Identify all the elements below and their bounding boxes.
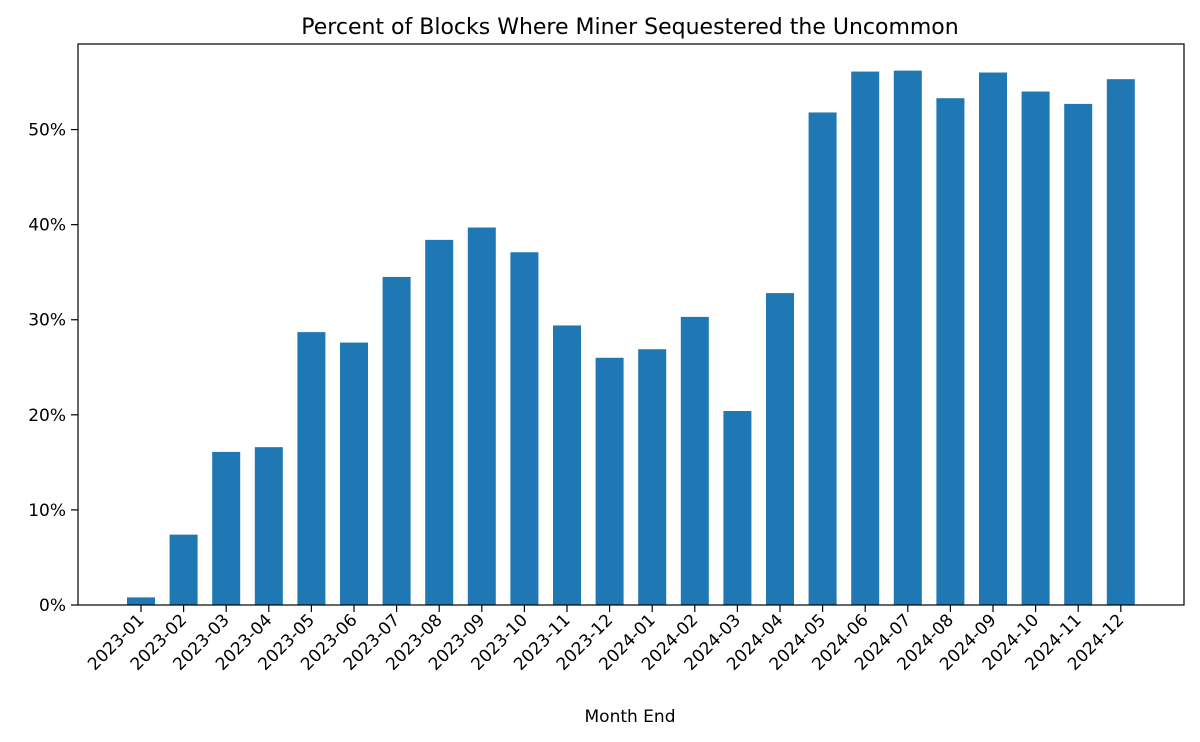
bar-2023-04	[254, 447, 283, 605]
bar-2024-03	[723, 411, 752, 605]
bar-2024-12	[1106, 79, 1135, 606]
bar-2023-06	[340, 342, 368, 605]
bar-2023-02	[169, 534, 198, 605]
plot-frame	[77, 43, 1185, 606]
y-axis: 0% 10% 20% 30% 40% 50%	[28, 121, 78, 616]
y-tick-label: 0%	[39, 596, 66, 616]
bar-2023-03	[212, 451, 241, 605]
bar-2024-04	[766, 293, 794, 605]
bar-2024-05	[808, 112, 837, 606]
bar-2024-07	[893, 70, 922, 606]
bar-2023-12	[595, 357, 624, 605]
bar-2024-11	[1064, 103, 1093, 606]
x-axis: 2023-012023-022023-032023-042023-052023-…	[84, 605, 1128, 675]
y-tick-label: 20%	[28, 406, 66, 426]
x-axis-label: Month End	[585, 707, 676, 727]
bar-2024-09	[979, 72, 1007, 606]
bar-2024-10	[1021, 91, 1050, 606]
bar-2023-01	[127, 597, 155, 605]
bar-2024-02	[680, 316, 709, 605]
bar-2023-07	[382, 276, 411, 605]
y-tick-label: 30%	[28, 311, 66, 331]
bar-2023-11	[553, 325, 581, 605]
bar-2023-09	[467, 227, 496, 606]
bar-2023-05	[297, 332, 326, 605]
bar-2024-01	[638, 349, 667, 605]
bar-2023-10	[510, 252, 539, 605]
y-tick-label: 40%	[28, 216, 66, 236]
chart-title: Percent of Blocks Where Miner Sequestere…	[301, 15, 958, 40]
bar-2023-08	[425, 239, 454, 605]
y-tick-label: 50%	[28, 121, 66, 141]
bar-2024-08	[936, 98, 965, 605]
y-tick-label: 10%	[28, 501, 66, 521]
bars-group	[127, 70, 1135, 606]
bar-2024-06	[851, 71, 880, 605]
